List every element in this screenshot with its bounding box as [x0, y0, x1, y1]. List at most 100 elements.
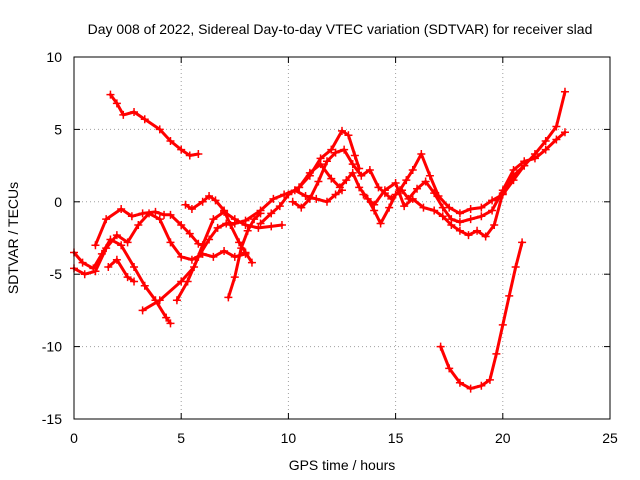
y-tick-label: 0 — [54, 194, 62, 210]
data-point-marker — [477, 381, 486, 390]
data-point-marker — [117, 241, 126, 250]
data-point-marker — [78, 258, 87, 267]
data-point-marker — [194, 252, 203, 261]
data-point-marker — [181, 200, 190, 209]
data-point-marker — [162, 313, 171, 322]
series-line — [439, 240, 524, 391]
data-point-marker — [402, 176, 411, 185]
data-point-marker — [477, 212, 486, 221]
data-point-marker — [348, 168, 357, 177]
series-track-11 — [288, 87, 569, 218]
data-point-marker — [316, 160, 325, 169]
data-point-marker — [385, 203, 394, 212]
data-point-marker — [80, 270, 89, 279]
data-point-marker — [243, 226, 252, 235]
series-line — [226, 211, 262, 299]
data-point-marker — [430, 189, 439, 198]
data-point-marker — [466, 384, 475, 393]
data-point-marker — [224, 293, 233, 302]
data-point-marker — [322, 197, 331, 206]
data-point-marker — [211, 196, 220, 205]
data-point-marker — [91, 241, 100, 250]
data-point-marker — [374, 183, 383, 192]
plot-frame — [73, 56, 611, 420]
data-point-marker — [541, 136, 550, 145]
data-point-marker — [130, 262, 139, 271]
data-point-marker — [305, 194, 314, 203]
data-point-marker — [138, 209, 147, 218]
data-point-marker — [185, 151, 194, 160]
data-point-marker — [413, 184, 422, 193]
data-point-marker — [331, 148, 340, 157]
data-point-marker — [187, 205, 196, 214]
data-point-marker — [166, 136, 175, 145]
grid-lines — [74, 57, 610, 419]
x-tick-label: 15 — [388, 430, 404, 446]
data-point-marker — [511, 262, 520, 271]
y-tick-label: 10 — [46, 49, 62, 65]
data-point-marker — [187, 255, 196, 264]
data-point-marker — [498, 189, 507, 198]
data-point-marker — [430, 206, 439, 215]
data-point-marker — [492, 349, 501, 358]
data-point-marker — [391, 178, 400, 187]
data-point-marker — [241, 216, 250, 225]
data-point-marker — [295, 183, 304, 192]
data-point-marker — [117, 205, 126, 214]
y-tick-label: 5 — [54, 121, 62, 137]
data-point-marker — [284, 190, 293, 199]
data-point-marker — [365, 165, 374, 174]
data-point-marker — [130, 108, 139, 117]
data-point-marker — [297, 203, 306, 212]
series-track-2 — [70, 235, 175, 328]
data-point-marker — [331, 190, 340, 199]
data-point-marker — [370, 200, 379, 209]
data-point-marker — [421, 177, 430, 186]
data-point-marker — [455, 378, 464, 387]
data-point-marker — [357, 171, 366, 180]
data-point-marker — [436, 342, 445, 351]
data-point-marker — [177, 252, 186, 261]
data-point-marker — [230, 219, 239, 228]
data-point-marker — [327, 174, 336, 183]
data-point-marker — [342, 176, 351, 185]
data-point-marker — [509, 171, 518, 180]
data-point-marker — [220, 247, 229, 256]
series-line — [361, 164, 526, 239]
data-point-marker — [177, 220, 186, 229]
data-point-marker — [488, 206, 497, 215]
series-track-1 — [106, 90, 203, 160]
data-point-marker — [322, 157, 331, 166]
data-point-marker — [209, 252, 218, 261]
data-point-marker — [530, 154, 539, 163]
data-point-marker — [466, 205, 475, 214]
data-point-marker — [355, 183, 364, 192]
data-point-marker — [112, 231, 121, 240]
data-point-marker — [340, 145, 349, 154]
data-point-marker — [194, 150, 203, 159]
data-point-marker — [106, 90, 115, 99]
series-track-4 — [91, 205, 203, 250]
data-point-marker — [140, 115, 149, 124]
data-point-marker — [205, 235, 214, 244]
data-point-marker — [267, 209, 276, 218]
data-point-marker — [335, 183, 344, 192]
x-tick-label: 10 — [281, 430, 297, 446]
data-point-marker — [241, 248, 250, 257]
data-point-marker — [400, 202, 409, 211]
data-point-marker — [505, 291, 514, 300]
data-point-marker — [269, 194, 278, 203]
data-point-marker — [267, 222, 276, 231]
data-point-marker — [488, 196, 497, 205]
data-point-marker — [408, 165, 417, 174]
data-point-marker — [408, 194, 417, 203]
x-tick-labels: 0 5 10 15 20 25 — [70, 430, 618, 446]
data-point-marker — [237, 244, 246, 253]
y-tick-label: -5 — [50, 266, 63, 282]
data-point-marker — [151, 207, 160, 216]
data-point-marker — [123, 238, 132, 247]
data-point-marker — [520, 161, 529, 170]
data-point-marker — [102, 215, 111, 224]
data-point-marker — [140, 281, 149, 290]
